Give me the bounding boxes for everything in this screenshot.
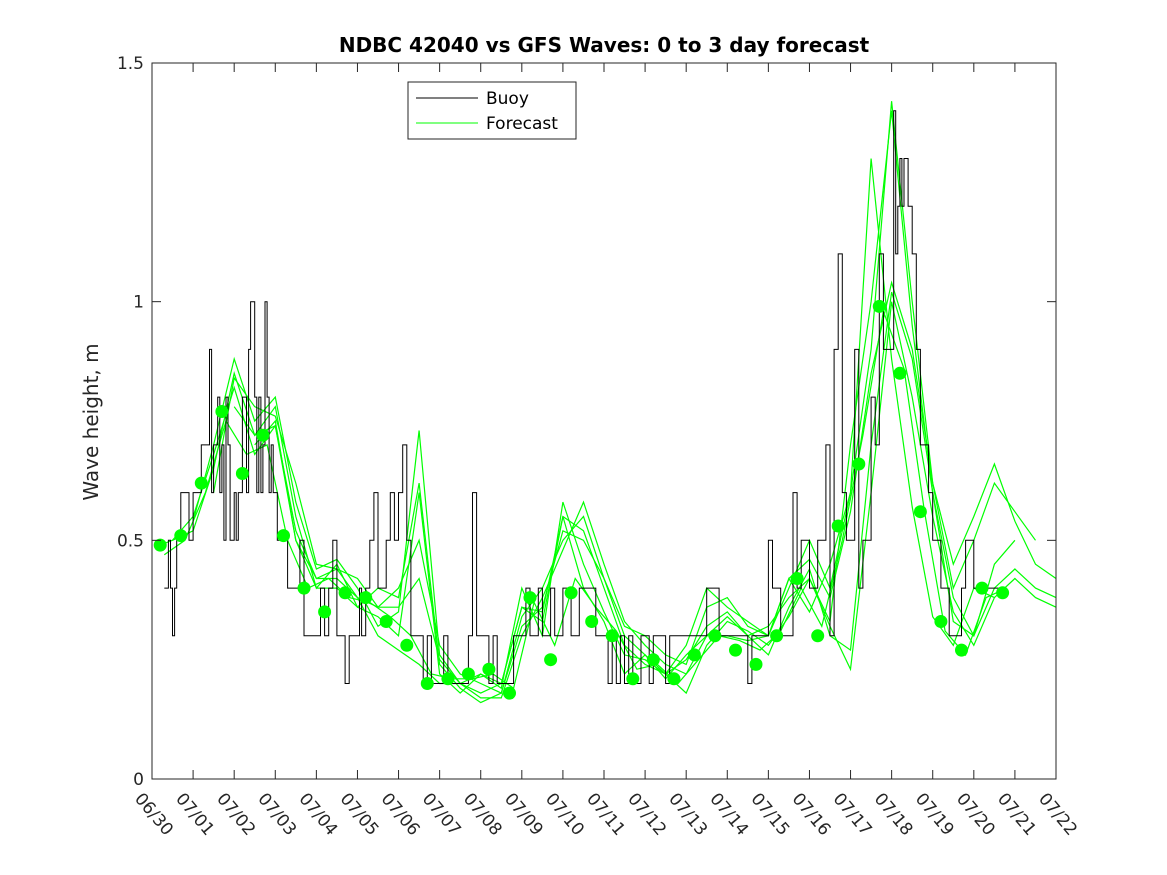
forecast-marker: [955, 643, 968, 657]
forecast-marker: [174, 529, 188, 543]
forecast-marker: [934, 615, 948, 628]
forecast-marker: [585, 615, 599, 628]
forecast-line-7: [163, 308, 1007, 690]
forecast-marker: [790, 572, 804, 585]
y-tick-label: 1: [133, 293, 144, 313]
forecast-marker: [153, 538, 167, 552]
forecast-marker: [749, 657, 763, 671]
forecast-marker: [831, 519, 845, 533]
forecast-marker: [194, 476, 208, 490]
forecast-marker: [646, 653, 660, 667]
y-tick-label: 0.5: [117, 531, 144, 551]
y-axis-label: Wave height, m: [79, 343, 103, 500]
forecast-marker: [523, 591, 537, 605]
forecast-marker: [708, 629, 722, 643]
forecast-marker: [359, 591, 373, 605]
chart-title: NDBC 42040 vs GFS Waves: 0 to 3 day fore…: [339, 33, 870, 57]
y-tick-label: 1.5: [117, 54, 144, 74]
buoy-line: [164, 110, 999, 684]
forecast-marker: [872, 299, 886, 313]
forecast-marker: [893, 366, 907, 380]
forecast-marker: [852, 457, 866, 471]
forecast-marker: [277, 529, 290, 543]
forecast-marker: [667, 672, 681, 686]
forecast-marker: [626, 672, 640, 686]
forecast-marker: [338, 586, 352, 600]
plot-area: [153, 101, 1057, 704]
forecast-marker: [975, 581, 989, 595]
forecast-line-3: [192, 101, 1036, 694]
forecast-marker: [811, 629, 825, 643]
forecast-marker: [256, 428, 270, 442]
forecast-marker: [441, 672, 455, 686]
forecast-marker: [297, 581, 311, 595]
forecast-marker: [215, 405, 229, 418]
legend-forecast-label: Forecast: [486, 114, 558, 134]
forecast-marker: [913, 505, 927, 519]
forecast-marker: [318, 605, 332, 619]
forecast-marker: [544, 653, 558, 667]
forecast-marker: [503, 686, 516, 700]
forecast-marker: [235, 467, 249, 480]
forecast-marker: [605, 629, 619, 643]
forecast-marker: [564, 586, 578, 600]
forecast-marker: [420, 677, 434, 690]
legend-buoy-label: Buoy: [486, 89, 529, 109]
forecast-marker: [996, 586, 1010, 600]
forecast-marker: [482, 662, 496, 676]
forecast-marker: [379, 615, 393, 628]
forecast-marker: [687, 648, 701, 662]
y-tick-label: 0: [133, 770, 144, 790]
forecast-line-4: [213, 280, 1057, 694]
forecast-marker: [729, 643, 742, 657]
forecast-marker: [461, 667, 475, 681]
forecast-marker: [770, 629, 784, 643]
forecast-marker: [400, 638, 414, 652]
legend-box: [407, 81, 577, 140]
legend: Buoy Forecast: [407, 81, 577, 140]
